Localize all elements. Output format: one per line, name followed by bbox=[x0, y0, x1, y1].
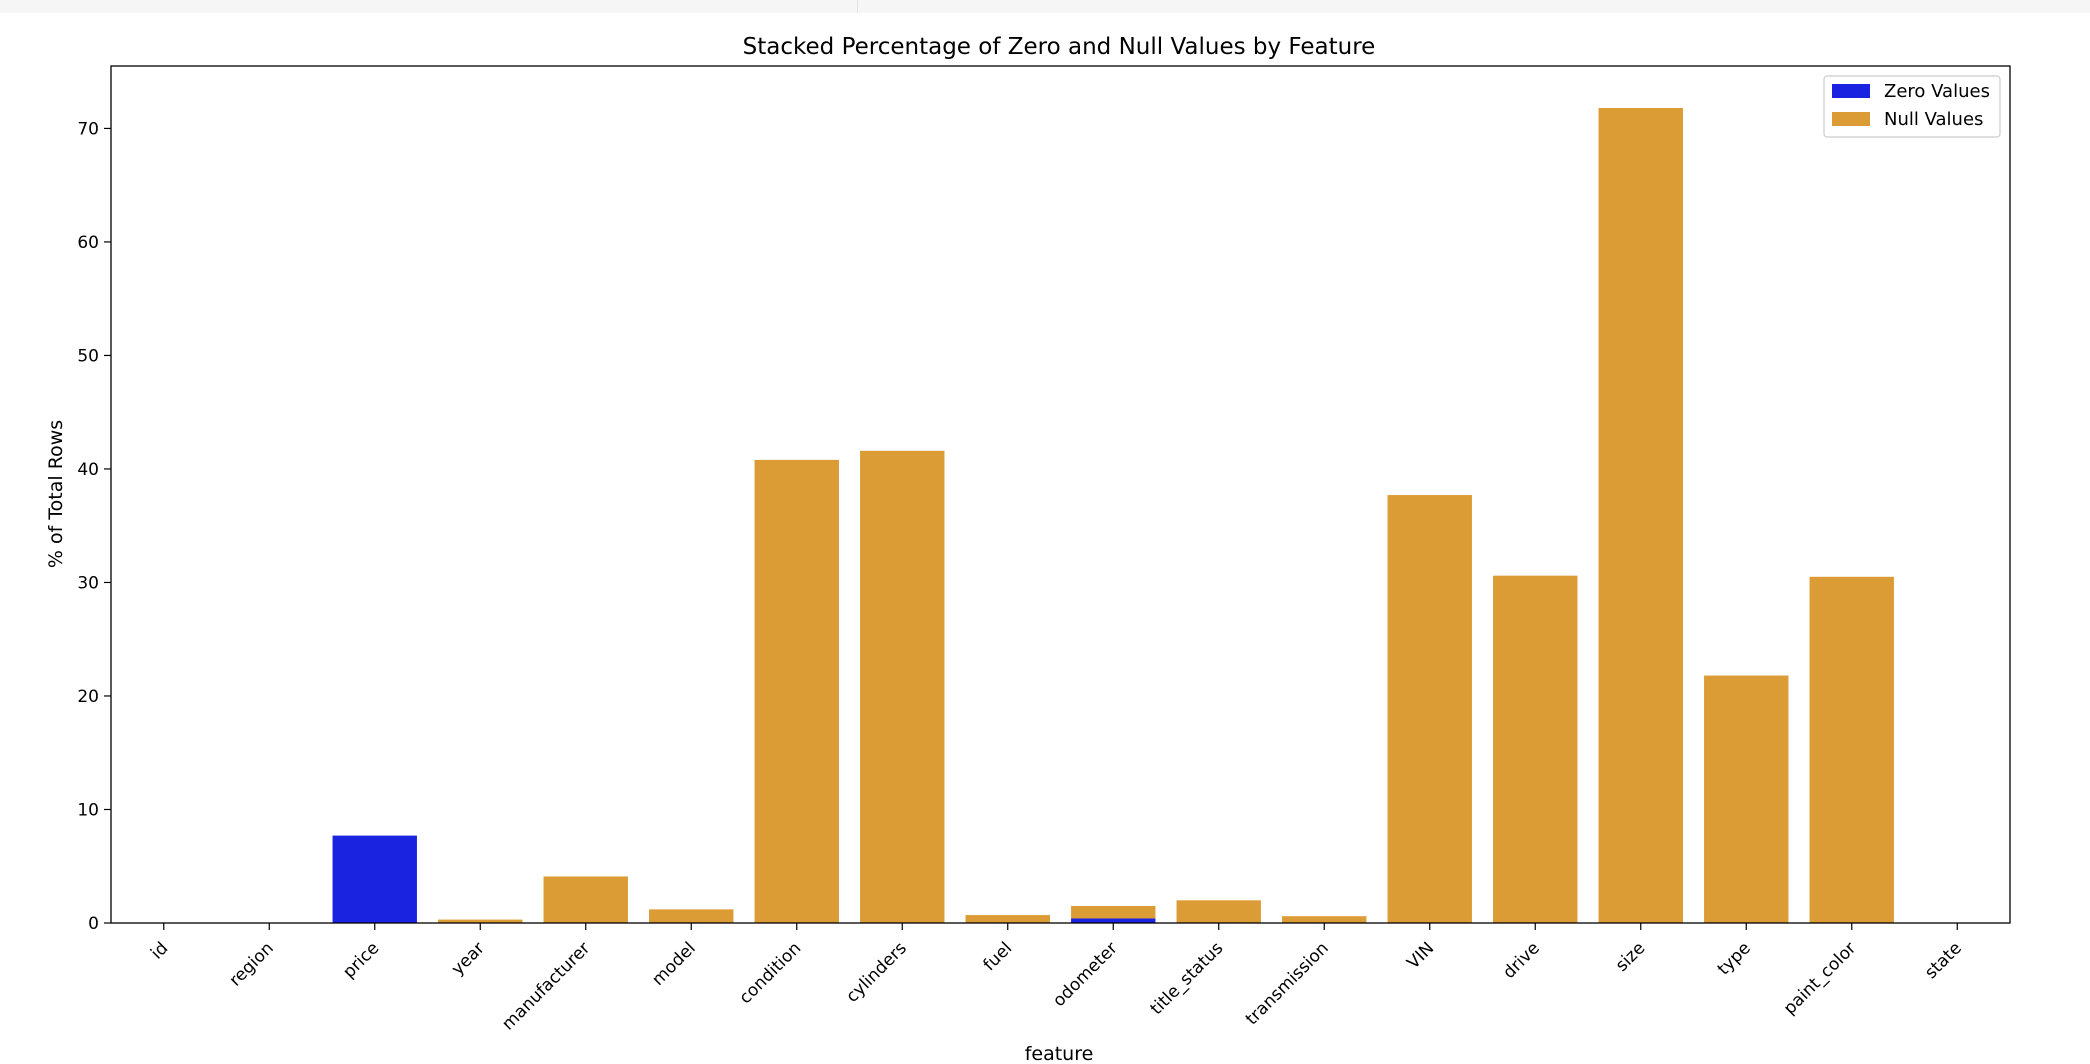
x-tick-label-size: size bbox=[1612, 938, 1649, 975]
x-tick-label-year: year bbox=[448, 938, 489, 979]
legend-label-null-values: Null Values bbox=[1884, 109, 1983, 130]
x-axis-label: feature bbox=[1025, 1043, 1094, 1064]
bars-group bbox=[332, 107, 1894, 924]
legend: Zero Values Null Values bbox=[1823, 75, 2001, 138]
legend-swatch-null-values bbox=[1832, 112, 1870, 126]
x-tick-label-odometer: odometer bbox=[1049, 938, 1122, 1011]
y-tick-label-10: 10 bbox=[77, 800, 99, 820]
x-tick-label-id: id bbox=[147, 938, 172, 963]
x-tick-label-region: region bbox=[226, 938, 278, 990]
x-tick-label-drive: drive bbox=[1499, 938, 1544, 983]
x-tick-label-state: state bbox=[1921, 938, 1966, 983]
y-tick-label-50: 50 bbox=[77, 346, 99, 366]
x-tick-label-transmission: transmission bbox=[1242, 938, 1333, 1029]
x-axis-ticks: id region price year manufacturer model condit… bbox=[147, 923, 1966, 1034]
x-tick-label-vin: VIN bbox=[1403, 938, 1438, 973]
toolbar-divider bbox=[857, 0, 858, 13]
x-tick-label-price: price bbox=[339, 938, 383, 982]
y-tick-label-60: 60 bbox=[77, 233, 99, 253]
x-tick-label-fuel: fuel bbox=[980, 938, 1017, 975]
bar-zero-values-odometer bbox=[1071, 918, 1156, 923]
y-tick-label-0: 0 bbox=[88, 914, 99, 934]
y-tick-label-70: 70 bbox=[77, 119, 99, 139]
y-tick-label-40: 40 bbox=[77, 460, 99, 480]
bar-null-values-vin bbox=[1387, 495, 1472, 923]
y-axis-ticks: 0 10 20 30 40 50 60 70 bbox=[77, 119, 111, 934]
plot-frame bbox=[110, 65, 2011, 924]
y-tick-label-30: 30 bbox=[77, 573, 99, 593]
bar-null-values-title-status bbox=[1176, 900, 1261, 923]
x-tick-label-title-status: title_status bbox=[1147, 938, 1228, 1019]
bar-null-values-drive bbox=[1493, 575, 1578, 923]
x-tick-label-condition: condition bbox=[736, 938, 806, 1008]
bar-null-values-fuel bbox=[965, 915, 1050, 923]
bar-null-values-cylinders bbox=[860, 450, 945, 923]
legend-label-zero-values: Zero Values bbox=[1884, 81, 1990, 102]
bar-zero-values-price bbox=[332, 835, 417, 923]
x-tick-label-paint-color: paint_color bbox=[1780, 938, 1860, 1018]
bar-null-values-model bbox=[649, 909, 734, 923]
bar-null-values-year bbox=[438, 919, 523, 923]
legend-swatch-zero-values bbox=[1832, 84, 1870, 98]
x-tick-label-model: model bbox=[648, 938, 700, 990]
bar-null-values-size bbox=[1598, 107, 1683, 924]
bar-null-values-condition bbox=[754, 459, 839, 923]
x-tick-label-type: type bbox=[1714, 938, 1755, 979]
x-tick-label-manufacturer: manufacturer bbox=[498, 938, 594, 1034]
bar-null-values-odometer bbox=[1071, 905, 1156, 919]
chart-title: Stacked Percentage of Zero and Null Valu… bbox=[743, 34, 1376, 60]
y-axis-label: % of Total Rows bbox=[45, 420, 67, 568]
notebook-toolbar-strip bbox=[0, 0, 2090, 13]
bar-null-values-type bbox=[1704, 675, 1789, 923]
bar-null-values-manufacturer bbox=[543, 876, 628, 923]
x-tick-label-cylinders: cylinders bbox=[842, 938, 910, 1006]
y-tick-label-20: 20 bbox=[77, 687, 99, 707]
bar-null-values-transmission bbox=[1282, 916, 1367, 923]
bar-null-values-paint-color bbox=[1809, 576, 1894, 923]
